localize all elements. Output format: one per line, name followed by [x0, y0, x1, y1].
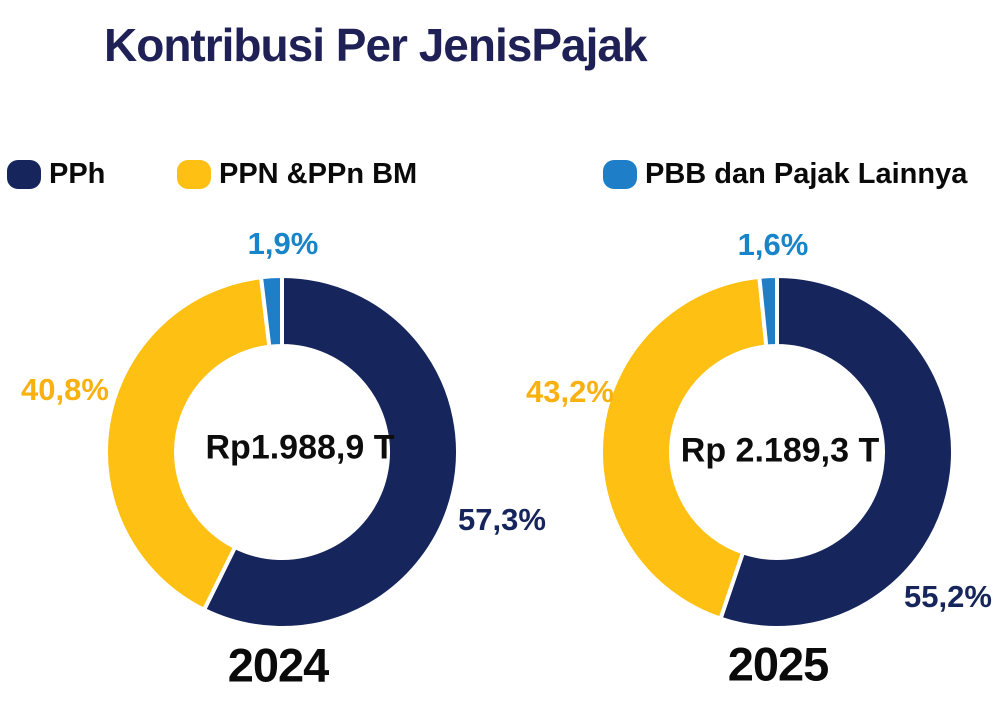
- label-2024-year: 2024: [227, 638, 330, 692]
- legend-swatch-pbb: [603, 160, 637, 189]
- label-2024-total: Rp1.988,9 T: [205, 428, 395, 467]
- legend-item-pbb: PBB dan Pajak Lainnya: [603, 158, 967, 191]
- legend-label-pph: PPh: [49, 158, 106, 190]
- donut-slice-pph: [201, 273, 460, 630]
- donut-slice-ppn-ppn-bm: [104, 275, 272, 613]
- label-2025-year: 2025: [727, 637, 830, 691]
- donut-2025-svg: [599, 273, 955, 630]
- legend-item-pph: PPh: [7, 158, 105, 191]
- chart-legend: PPh PPN &PPn BM PBB dan Pajak Lainnya: [0, 158, 1008, 198]
- legend-swatch-ppn: [177, 160, 211, 189]
- donut-slice-pph: [717, 273, 955, 630]
- label-2025-ppn-pct: 43,2%: [526, 374, 614, 409]
- donut-slice-pbb-dan-pajak-lainnya: [258, 273, 284, 349]
- donut-slice-ppn-ppn-bm: [599, 274, 769, 622]
- page-title: Kontribusi Per JenisPajak: [104, 19, 648, 71]
- donut-slice-pbb-dan-pajak-lainnya: [757, 273, 779, 349]
- label-2025-total: Rp 2.189,3 T: [680, 431, 880, 470]
- legend-swatch-pph: [7, 160, 41, 189]
- donut-chart-2025: 1,6% 43,2% 55,2% Rp 2.189,3 T 2025: [526, 227, 992, 691]
- donut-chart-2024: 1,9% 40,8% 57,3% Rp1.988,9 T 2024: [21, 226, 546, 692]
- legend-label-pbb: PBB dan Pajak Lainnya: [645, 158, 968, 190]
- label-2024-pph-pct: 57,3%: [458, 502, 546, 537]
- legend-item-ppn: PPN &PPn BM: [177, 158, 417, 191]
- label-2024-ppn-pct: 40,8%: [21, 372, 109, 407]
- legend-label-ppn: PPN &PPn BM: [219, 158, 418, 190]
- label-2024-pbb-pct: 1,9%: [247, 226, 319, 261]
- donut-2024-svg: [104, 273, 460, 630]
- label-2025-pph-pct: 55,2%: [904, 579, 992, 614]
- label-2025-pbb-pct: 1,6%: [737, 227, 809, 262]
